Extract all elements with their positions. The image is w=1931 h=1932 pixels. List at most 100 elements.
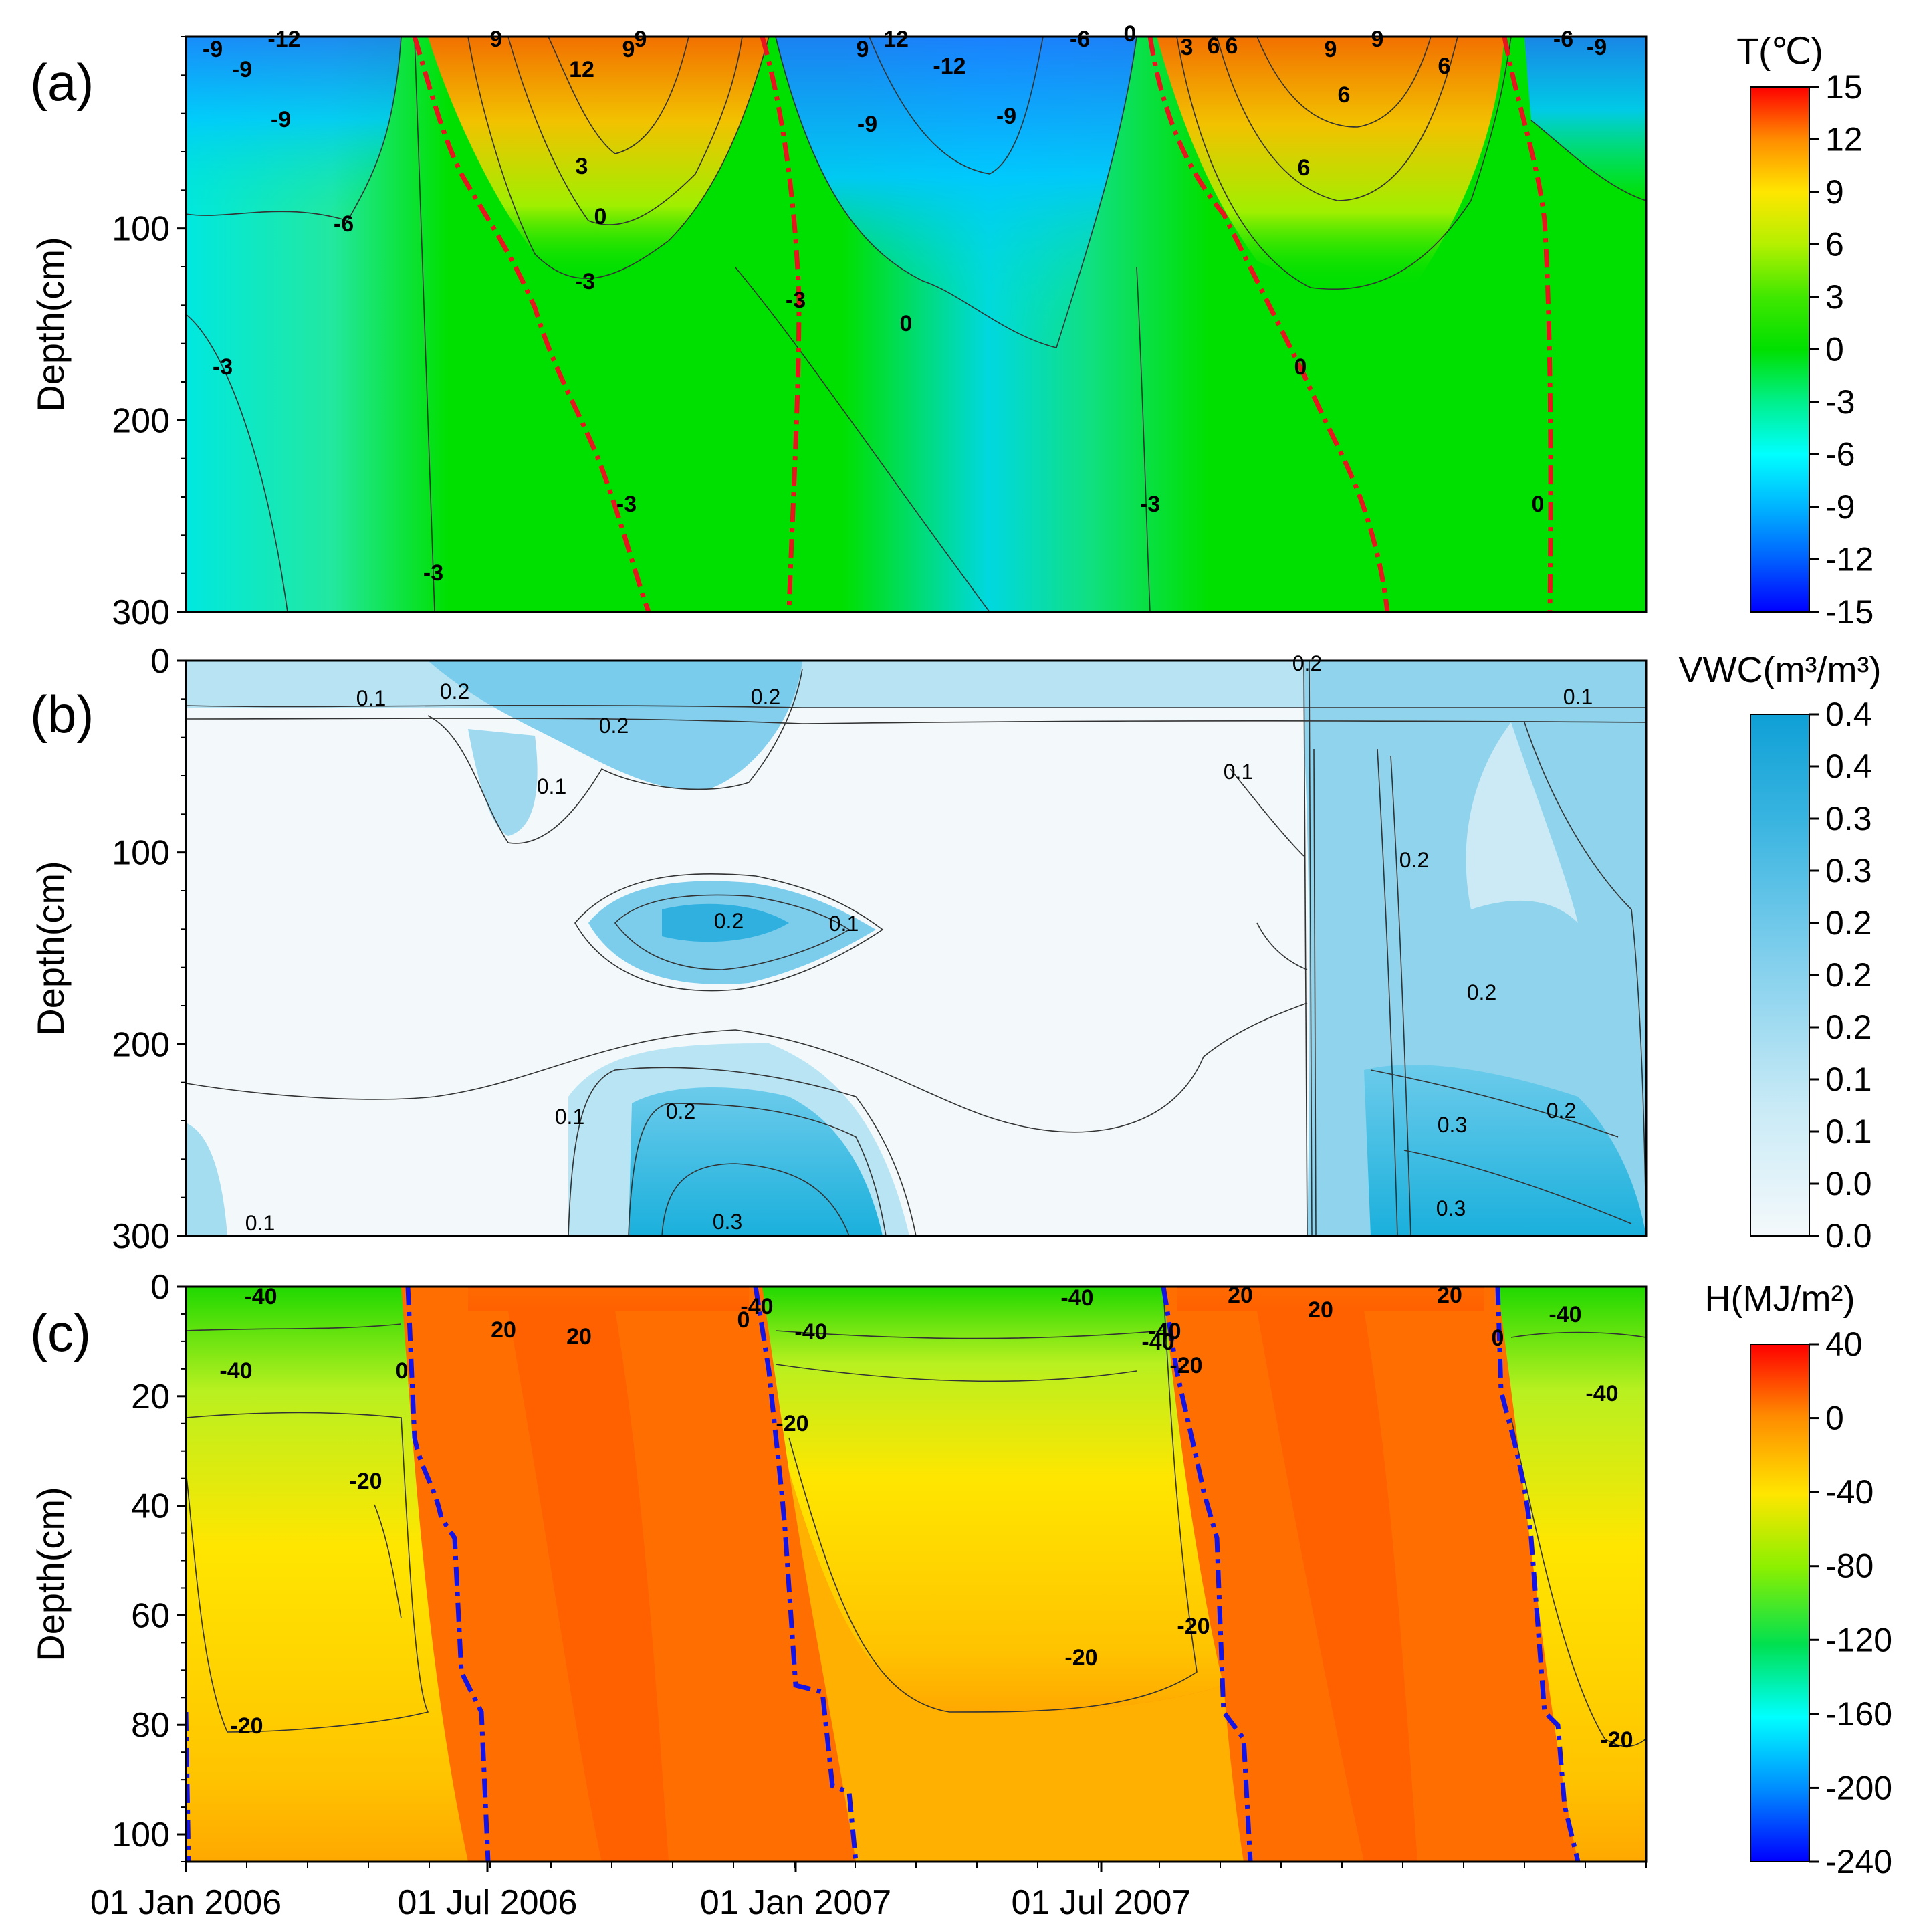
colorbar-tick-label: -200 [1825, 1769, 1892, 1806]
colorbar-a-ramp [1750, 86, 1810, 613]
colorbar-tick-label: 15 [1825, 68, 1863, 106]
contour-label: 0.1 [537, 774, 566, 798]
contour-label: 0 [737, 1307, 750, 1333]
colorbar-c-title: H(MJ/m²) [1705, 1279, 1855, 1319]
colorbar-tick-label: -160 [1825, 1695, 1892, 1733]
contour-label: -20 [230, 1713, 263, 1739]
colorbar-b: VWC(m³/m³) 0.4 0.4 0.3 0.3 0.2 0.2 0.2 0.1 0.1 0.… [1679, 650, 1882, 1255]
contour-label: 20 [1228, 1283, 1253, 1308]
contour-label: -9 [232, 57, 252, 82]
contour-label: -6 [1070, 27, 1090, 52]
panel-c-y-axis: 0 20 40 60 80 100 [112, 1268, 186, 1862]
y-tick-label: 60 [131, 1596, 170, 1635]
contour-label: -40 [1148, 1319, 1181, 1344]
contour-label: -40 [740, 1294, 773, 1319]
colorbar-tick-label: -9 [1825, 488, 1855, 526]
contour-label: -6 [334, 211, 354, 237]
contour-label: -40 [1585, 1381, 1618, 1406]
panel-c-ylabel: Depth(cm) [29, 1487, 72, 1661]
contour-label: -20 [1169, 1353, 1202, 1378]
contour-label: -20 [349, 1469, 382, 1494]
contour-label: 0.1 [245, 1211, 275, 1235]
y-tick-label: 100 [112, 1816, 170, 1854]
colorbar-tick-label: 0.3 [1825, 852, 1872, 889]
wet-region [629, 1087, 883, 1236]
colorbar-tick-label: 0.0 [1825, 1217, 1872, 1255]
warm-region [508, 1311, 669, 1862]
colorbar-a-title: T(℃) [1736, 31, 1823, 72]
contour-label: 6 [1438, 53, 1451, 79]
contour-label: 0 [1532, 492, 1545, 517]
colorbar-b-title: VWC(m³/m³) [1679, 650, 1882, 690]
contour-label: 9 [857, 37, 869, 62]
panel-c-letter: (c) [30, 1303, 91, 1362]
contour-label: -40 [244, 1284, 277, 1309]
colorbar-tick-label: -240 [1825, 1843, 1892, 1881]
zero-isotherms [412, 37, 1553, 612]
colorbar-tick-label: -40 [1825, 1473, 1873, 1511]
colorbar-tick-label: 3 [1825, 278, 1844, 316]
warm-region [428, 37, 769, 279]
y-tick-label: 200 [112, 1025, 170, 1064]
dry-region [1466, 722, 1578, 923]
colorbar-tick-label: 9 [1825, 173, 1844, 211]
y-tick-label: 0 [150, 1268, 170, 1307]
cold-region [1524, 37, 1646, 201]
contour-label: -3 [575, 269, 595, 294]
colorbar-tick-label: 0.2 [1825, 904, 1872, 942]
contour-label: 0.1 [829, 911, 859, 936]
contour-label: -20 [1177, 1614, 1210, 1639]
colorbar-tick-label: 0 [1825, 1400, 1844, 1437]
contour-label: 9 [635, 27, 647, 52]
colorbar-c: H(MJ/m²) 40 0 -40 -80 -120 -160 -200 -240 [1705, 1279, 1893, 1881]
panel-c-contours [186, 1290, 1646, 1747]
colorbar-tick-label: -3 [1825, 383, 1855, 421]
panel-b-contour-labels: 0.1 0.2 0.2 0.2 0.1 0.1 0.2 0.1 0.2 0.2 0.1 0.2 0.3 0… [245, 651, 1593, 1235]
contour-label: 12 [883, 27, 909, 52]
y-tick-label: 100 [112, 210, 170, 249]
contour-label: 0 [396, 1358, 409, 1384]
contour-label: 0.3 [1438, 1113, 1467, 1137]
contour-label: 6 [1208, 33, 1220, 59]
cold-region [186, 37, 401, 221]
contour-label: -12 [933, 53, 966, 79]
contour-label: 20 [1308, 1297, 1333, 1323]
colorbar-tick-label: 0.3 [1825, 800, 1872, 837]
contour-label: 0.2 [1399, 848, 1429, 872]
panel-a-ylabel: Depth(cm) [29, 237, 72, 411]
x-axis: 01 Jan 2006 01 Jul 2006 01 Jan 2007 01 Jul … [90, 1862, 1647, 1922]
contour-label: 3 [576, 154, 588, 179]
colorbar-tick-label: -12 [1825, 541, 1873, 578]
contour-label: -9 [271, 107, 291, 132]
contour-label: 0.1 [555, 1105, 584, 1129]
contour-label: 9 [1325, 37, 1337, 62]
contour-label: 20 [491, 1317, 516, 1343]
colorbar-tick-label: -6 [1825, 436, 1855, 473]
cold-region [762, 1287, 1224, 1712]
contour-label: 0.2 [599, 714, 629, 738]
panel-a-letter: (a) [30, 53, 94, 112]
colorbar-tick-label: 0 [1825, 331, 1844, 368]
cold-region [1498, 1287, 1646, 1862]
contour-label: -20 [776, 1411, 808, 1436]
contour-label: -12 [267, 27, 300, 52]
contour-label: 0.2 [1292, 651, 1322, 675]
colorbar-c-ramp [1750, 1344, 1810, 1862]
contour-label: -3 [786, 288, 806, 313]
contour-label: -9 [1587, 35, 1607, 60]
contour-label: 6 [1338, 82, 1351, 108]
contour-label: 0.2 [1547, 1099, 1576, 1123]
warm-region [1177, 1287, 1484, 1311]
contour-label: -3 [616, 492, 637, 517]
colorbar-tick-label: 0.2 [1825, 1008, 1872, 1046]
colorbar-tick-label: 0.2 [1825, 956, 1872, 994]
cold-region [789, 1471, 1244, 1862]
contour-label: -3 [1140, 492, 1160, 517]
contour-label: 9 [1371, 27, 1384, 52]
contour-label: 0.2 [666, 1099, 695, 1123]
panel-b-letter: (b) [30, 685, 94, 744]
colorbar-tick-label: 0.4 [1825, 695, 1872, 733]
contour-label: 0.1 [1563, 685, 1593, 709]
